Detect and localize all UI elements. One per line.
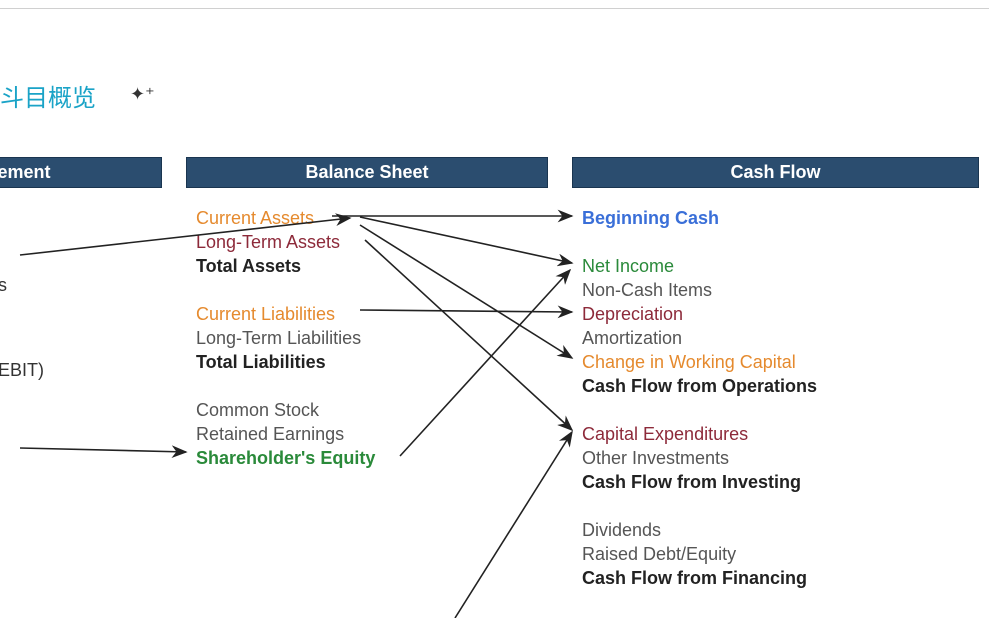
cashflow-item-1: Net Income: [582, 254, 674, 278]
arrow-6: [360, 310, 572, 312]
cashflow-item-8: Other Investments: [582, 446, 729, 470]
cashflow-item-2: Non-Cash Items: [582, 278, 712, 302]
income-item-0: s: [0, 273, 7, 297]
cashflow-item-6: Cash Flow from Operations: [582, 374, 817, 398]
cashflow-item-0: Beginning Cash: [582, 206, 719, 230]
arrow-3: [360, 217, 572, 263]
balance-item-1: Long-Term Assets: [196, 230, 340, 254]
cashflow-item-5: Change in Working Capital: [582, 350, 796, 374]
income-statement-header: tement: [0, 157, 162, 188]
arrow-5: [365, 240, 572, 430]
balance-item-2: Total Assets: [196, 254, 301, 278]
cashflow-item-7: Capital Expenditures: [582, 422, 748, 446]
balance-item-3: Current Liabilities: [196, 302, 335, 326]
balance-item-7: Retained Earnings: [196, 422, 344, 446]
balance-sheet-header: Balance Sheet: [186, 157, 548, 188]
page-title: 斗目概览: [0, 78, 96, 113]
income-item-1: EBIT): [0, 358, 44, 382]
balance-item-8: Shareholder's Equity: [196, 446, 375, 470]
balance-item-5: Total Liabilities: [196, 350, 326, 374]
arrow-7: [400, 270, 570, 456]
balance-item-4: Long-Term Liabilities: [196, 326, 361, 350]
cashflow-item-10: Dividends: [582, 518, 661, 542]
top-divider: [0, 8, 989, 9]
cashflow-item-12: Cash Flow from Financing: [582, 566, 807, 590]
cashflow-item-4: Amortization: [582, 326, 682, 350]
cursor-sparkle-icon: ✦⁺: [130, 84, 155, 105]
arrow-8: [455, 432, 572, 618]
balance-item-0: Current Assets: [196, 206, 314, 230]
cashflow-item-9: Cash Flow from Investing: [582, 470, 801, 494]
cashflow-item-3: Depreciation: [582, 302, 683, 326]
arrow-1: [20, 448, 186, 452]
cash-flow-header: Cash Flow: [572, 157, 979, 188]
balance-item-6: Common Stock: [196, 398, 319, 422]
cashflow-item-11: Raised Debt/Equity: [582, 542, 736, 566]
arrow-4: [360, 225, 572, 358]
